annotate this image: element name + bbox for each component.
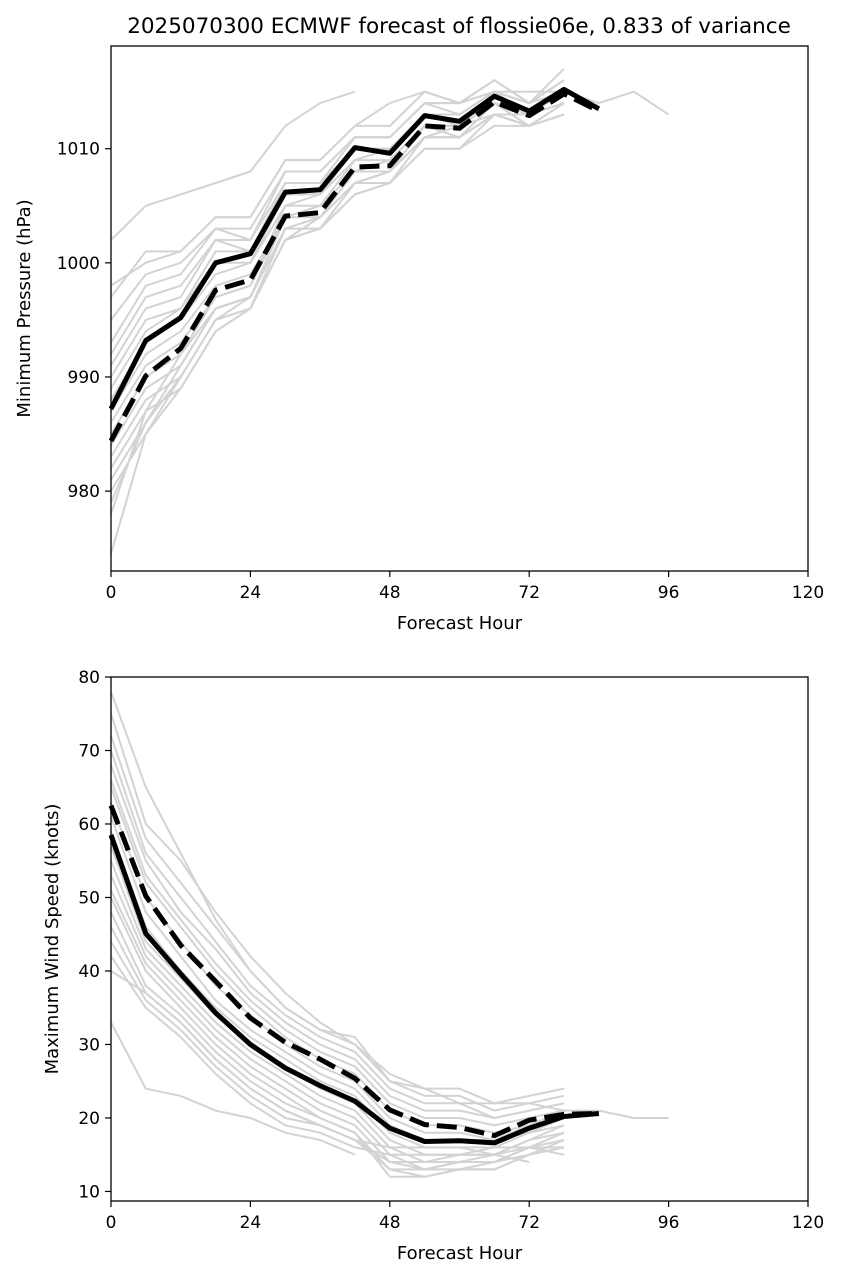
wind-ensemble-lines [110,691,669,1178]
wind-y-ticks: 10 20 30 40 50 60 70 80 [78,668,111,1202]
wind-ensemble-member-7 [110,801,565,1142]
wind-mean-lines [108,804,600,1146]
pressure-dashed-line [108,91,601,443]
pressure-x-tick-label: 24 [240,583,262,603]
wind-ensemble-member-8 [110,816,565,1141]
wind-y-tick-label: 10 [78,1182,100,1202]
wind-x-tick-label: 0 [106,1213,117,1233]
wind-solid-line [108,834,600,1146]
pressure-ensemble-member-5 [110,79,565,355]
wind-ensemble-member-1 [110,713,565,1105]
pressure-ensemble-member-7 [110,90,565,378]
pressure-ensemble-member-13 [110,113,565,447]
wind-x-tick-label: 24 [240,1213,262,1233]
wind-y-tick-label: 80 [78,668,100,688]
pressure-y-tick-label: 990 [68,368,100,388]
pressure-x-tick-label: 48 [379,583,401,603]
wind-ensemble-member-0 [110,691,669,1119]
wind-ensemble-member-6 [110,786,565,1134]
pressure-x-tick-label: 96 [658,583,680,603]
wind-ensemble-member-18 [110,955,565,1156]
wind-y-tick-label: 30 [78,1035,100,1055]
pressure-y-tick-label: 1000 [57,254,100,274]
pressure-y-tick-label: 1010 [57,140,100,160]
pressure-solid-line [108,86,601,411]
wind-ensemble-member-4 [110,764,565,1120]
wind-y-tick-label: 50 [78,888,100,908]
pressure-x-tick-label: 72 [518,583,540,603]
wind-ensemble-member-13 [110,889,565,1171]
pressure-ensemble-member-6 [110,90,565,367]
pressure-y-ticks: 980 990 1000 1010 [57,140,111,502]
wind-y-tick-label: 70 [78,741,100,761]
pressure-y-tick-label: 980 [68,482,100,502]
wind-ensemble-member-9 [110,830,565,1149]
wind-ensemble-member-10 [110,845,565,1156]
pressure-x-tick-label: 120 [792,583,824,603]
figure-title: 2025070300 ECMWF forecast of flossie06e,… [127,14,791,39]
wind-ensemble-member-5 [110,779,565,1127]
wind-dashed-line [108,804,599,1139]
wind-ensemble-member-20 [110,1021,356,1156]
wind-ensemble-member-3 [110,750,565,1120]
wind-panel: 0 24 48 72 96 120 10 20 30 40 50 60 70 80 Forecast H… [42,668,824,1264]
wind-ensemble-member-15 [110,911,565,1178]
wind-y-tick-label: 60 [78,815,100,835]
wind-x-tick-label: 120 [792,1213,824,1233]
pressure-ensemble-member-10 [110,101,565,412]
wind-ensemble-member-2 [110,735,565,1112]
wind-y-axis-label: Maximum Wind Speed (knots) [42,804,63,1075]
wind-x-tick-label: 96 [658,1213,680,1233]
wind-ensemble-member-19 [110,970,530,1163]
wind-y-tick-label: 20 [78,1109,100,1129]
pressure-x-ticks: 0 24 48 72 96 120 [106,571,824,603]
wind-y-tick-label: 40 [78,962,100,982]
pressure-ensemble-member-0 [110,90,356,241]
pressure-panel: 0 24 48 72 96 120 980 990 1000 1010 Forecast Hou… [14,45,824,634]
pressure-axes-frame [110,45,809,572]
wind-x-ticks: 0 24 48 72 96 120 [106,1201,824,1233]
pressure-ensemble-member-12 [110,102,565,435]
wind-ensemble-member-11 [110,860,565,1163]
pressure-ensemble-member-4 [110,79,565,344]
wind-x-tick-label: 48 [379,1213,401,1233]
pressure-ensemble-lines [110,68,670,555]
wind-x-axis-label: Forecast Hour [397,1243,523,1264]
wind-x-tick-label: 72 [518,1213,540,1233]
pressure-x-axis-label: Forecast Hour [397,613,523,634]
wind-axes-frame [110,676,809,1202]
pressure-y-axis-label: Minimum Pressure (hPa) [14,199,35,417]
pressure-ensemble-member-19 [110,90,565,515]
pressure-ensemble-member-17 [110,102,565,492]
pressure-x-tick-label: 0 [106,583,117,603]
pressure-mean-lines [108,86,601,443]
